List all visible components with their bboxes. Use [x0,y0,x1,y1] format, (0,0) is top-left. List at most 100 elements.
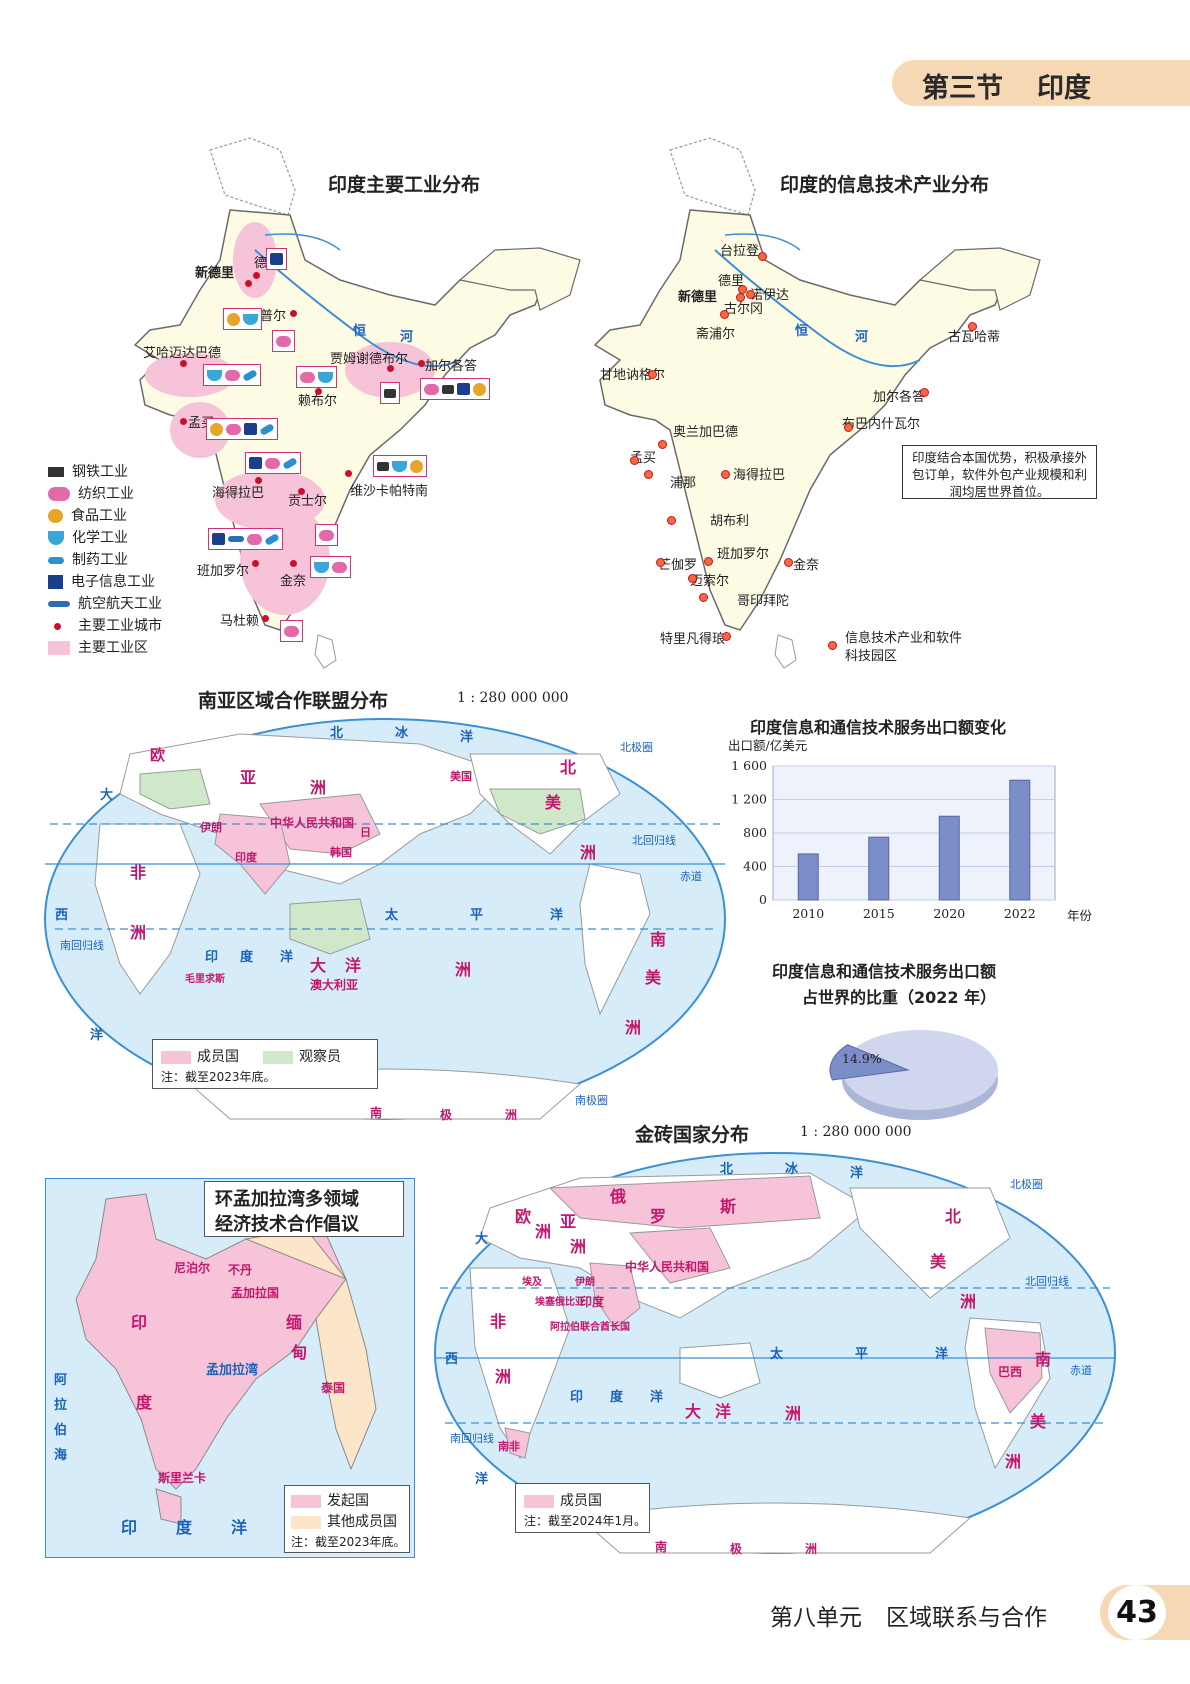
pharma-icon [48,556,64,564]
it-dot-chennai [784,558,793,567]
it-dot-gandhinagar [648,370,657,379]
city-dot-icon [54,622,61,630]
brics-label-oceania-2: 洋 [715,1402,732,1421]
brics-map-scale: 1 : 280 000 000 [800,1124,912,1140]
brics-label-na-2: 美 [930,1252,947,1271]
legend-steel: 钢铁工业 [48,461,128,483]
it-dot-bhubaneswar [844,423,853,432]
other-member-swatch [291,1515,321,1529]
textile-icon [265,457,280,469]
brics-label-russia-1: 俄 [610,1187,627,1206]
brics-label-oceania-1: 大 [685,1402,702,1421]
pharma-icon [264,532,280,546]
saarc-label-china: 中华人民共和国 [270,816,355,830]
bimstec-label-bangladesh: 孟加拉国 [231,1286,280,1300]
electronics-icon [270,253,283,265]
icons-kanpur [272,330,295,352]
brics-label-indian-1: 印 [570,1390,584,1405]
industry-map: 印度主要工业分布 新德里 德里 坎普尔 艾哈迈达巴德 贾姆谢德布尔 加尔各答 赖… [40,130,600,670]
icons-new-delhi [223,308,262,330]
brics-map-shape [434,1152,1116,1554]
bar-chart-grid [772,765,1056,901]
legend-textile: 纺织工业 [48,483,134,505]
dot-new-delhi [245,280,252,287]
icons-madurai [280,620,303,642]
city-new-delhi: 新德里 [195,266,235,281]
textile-icon [319,529,334,541]
footer-unit: 第八单元 [770,1605,862,1631]
bar-chart-xlabel: 年份 [1067,908,1093,923]
brics-label-europe-1: 欧 [515,1207,532,1226]
it-city-mangalore: 芒伽罗 [658,558,698,573]
it-dot-mumbai [630,456,639,465]
bar-2010 [797,853,819,901]
brics-label-na-3: 洲 [960,1292,977,1311]
dot-jamshedpur [387,365,394,372]
dot-delhi [253,272,260,279]
bimstec-label-arabian-1: 阿 [54,1373,68,1388]
brics-label-egypt: 埃及 [522,1277,542,1288]
bimstec-label-india-2: 度 [136,1393,153,1412]
brics-label-europe-2: 洲 [535,1222,552,1241]
legend-aerospace: 航空航天工业 [48,593,162,615]
brics-label-africa-2: 洲 [495,1367,512,1386]
it-dot-guwahati [968,322,977,331]
electronics-icon [244,423,257,435]
pie-title-line1: 印度信息和通信技术服务出口额 [772,962,997,981]
food-icon [473,382,486,396]
saarc-legend-observer: 观察员 [263,1046,341,1066]
it-dot-dehradun [758,252,767,261]
brics-label-sa-1: 南 [1035,1350,1052,1369]
city-kolkata: 加尔各答 [425,359,478,374]
icons-bangalore [208,528,283,550]
pharma-icon [259,422,275,436]
textile-icon [225,369,240,381]
saarc-label-antarctica-3: 洲 [505,1108,518,1122]
brics-label-south-africa: 南非 [498,1440,520,1453]
bar-chart-bars [797,779,1031,901]
it-dot-kolkata [920,388,929,397]
saarc-label-na-1: 北 [560,758,577,777]
icons-kolkata [420,378,490,400]
electronics-icon [457,383,470,395]
saarc-label-iran: 伊朗 [200,821,222,834]
bar-xtick-label: 2022 [1004,906,1036,921]
chemical-icon [207,369,222,381]
it-city-pune: 浦那 [670,476,697,491]
brics-label-sa-3: 洲 [1005,1452,1022,1471]
brics-label-africa-1: 非 [490,1312,507,1331]
section-number: 第三节 [922,73,1003,104]
it-city-guwahati: 古瓦哈蒂 [948,330,1001,345]
pie-slice-india [829,1044,910,1081]
it-dot-bangalore [704,557,713,566]
bimstec-title-line2: 经济技术合作倡议 [215,1214,359,1235]
saarc-label-arctic-2: 冰 [395,726,409,741]
it-dot-aurangabad [658,440,667,449]
pie-title-line2: 占世界的比重（2022 年） [802,988,997,1007]
brics-legend: 成员国 注：截至2024年1月。 [515,1483,650,1533]
steel-icon [384,388,396,398]
bar-ytick-label: 0 [759,892,767,907]
bimstec-label-india-1: 印 [131,1313,148,1332]
saarc-label-oceania-1: 大 [310,956,327,975]
bar-2022 [1009,779,1031,901]
dot-raipur [315,388,322,395]
food-icon [48,509,63,523]
saarc-label-oceania-3: 洲 [455,960,472,979]
saarc-label-tropic-n: 北回归线 [632,834,676,847]
it-river-he: 河 [855,330,869,345]
brics-map: 俄 罗 斯 中华人民共和国 印度 巴西 南非 埃及 埃塞俄比亚 阿拉伯联合酋长国… [430,1148,1120,1558]
saarc-label-japan: 日 [360,826,371,839]
city-madurai: 马杜赖 [220,614,260,629]
it-city-hubli: 胡布利 [710,514,750,529]
brics-label-arctic-2: 冰 [785,1162,799,1177]
textile-icon [332,561,347,573]
saarc-label-atlantic-3: 洋 [90,1028,104,1043]
footer: 第八单元 区域联系与合作 [770,1598,1047,1632]
textile-icon [300,371,315,383]
bimstec-label-myanmar-1: 缅 [286,1313,303,1332]
it-dot-mysore [688,574,697,583]
icons-guntur [315,524,338,546]
brics-label-antarctica-2: 极 [730,1542,743,1556]
saarc-legend-member: 成员国 [161,1046,239,1066]
